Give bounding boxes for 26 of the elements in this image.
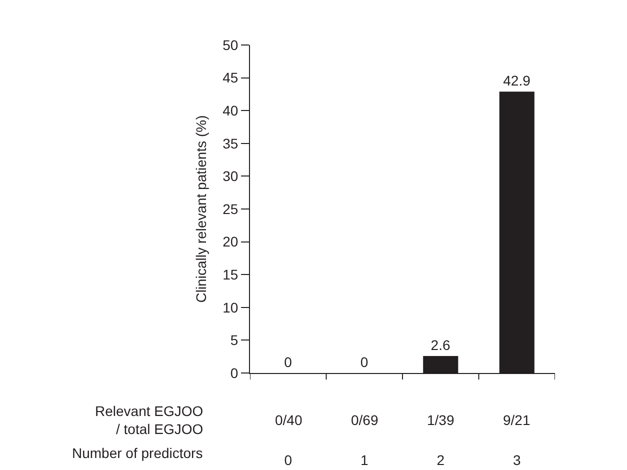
data-label: 0 bbox=[360, 354, 368, 370]
text: 0/69 bbox=[351, 412, 378, 428]
x-axis-title: Number of predictors bbox=[72, 445, 203, 461]
x-tick-label: 2 bbox=[436, 452, 445, 468]
text: 0/40 bbox=[275, 412, 302, 428]
y-tick-label: 10 bbox=[222, 299, 238, 316]
data-label: 0 bbox=[284, 354, 292, 370]
data-label: 2.6 bbox=[430, 336, 450, 353]
data-label: 42.9 bbox=[503, 72, 531, 89]
x-tick-label: 0 bbox=[284, 452, 292, 468]
y-tick-label: 35 bbox=[222, 135, 238, 152]
y-tick-label: 20 bbox=[222, 234, 238, 250]
y-tick-label: 40 bbox=[222, 102, 238, 118]
y-tick-label: 30 bbox=[222, 168, 238, 184]
y-axis-title: Clinically relevant patients (%) bbox=[193, 115, 210, 303]
x-tick-label: 3 bbox=[512, 452, 521, 468]
text: Relevant EGJOO / total EGJOO bbox=[95, 403, 204, 438]
y-tick-label: 25 bbox=[222, 200, 238, 217]
y-tick-label: 5 bbox=[230, 332, 238, 348]
y-tick-label: 50 bbox=[222, 36, 238, 53]
y-tick-label: 15 bbox=[222, 266, 238, 282]
y-tick-label: 0 bbox=[230, 364, 238, 381]
text: 9/21 bbox=[503, 412, 530, 428]
x-tick-label: 1 bbox=[360, 452, 368, 468]
y-tick-label: 45 bbox=[222, 70, 238, 86]
text: 1/39 bbox=[427, 412, 454, 428]
